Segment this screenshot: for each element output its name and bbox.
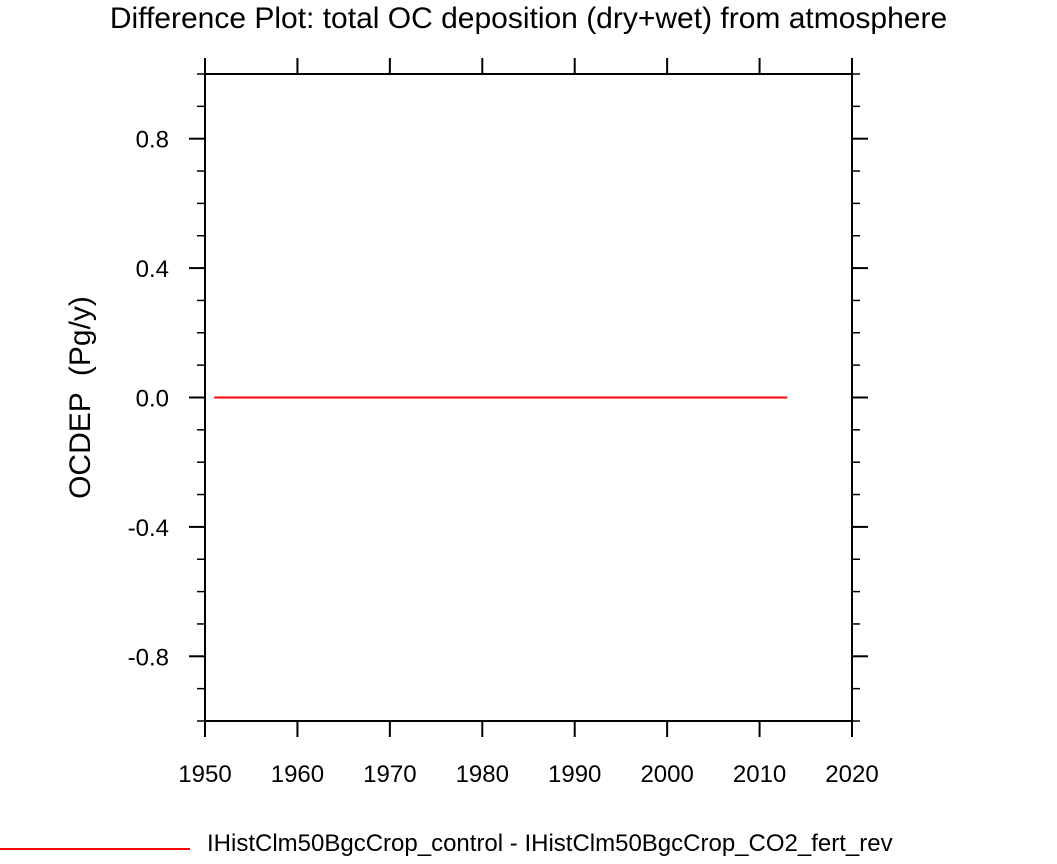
y-tick-label: 0.4 <box>136 256 169 283</box>
x-tick-label: 1990 <box>548 761 601 788</box>
x-tick-label: 2000 <box>640 761 693 788</box>
x-tick-label: 1950 <box>178 761 231 788</box>
y-axis-label: OCDEP (Pg/y) <box>64 296 97 499</box>
x-tick-label: 2020 <box>825 761 878 788</box>
legend-line <box>0 848 190 850</box>
y-tick-label: -0.8 <box>128 644 169 671</box>
y-tick-label: 0.0 <box>136 386 169 413</box>
chart-title: Difference Plot: total OC deposition (dr… <box>109 2 948 35</box>
x-tick-label: 2010 <box>733 761 786 788</box>
y-tick-label: 0.8 <box>136 127 169 154</box>
legend-label: IHistClm50BgcCrop_control - IHistClm50Bg… <box>207 830 893 857</box>
y-tick-label: -0.4 <box>128 515 169 542</box>
x-tick-label: 1970 <box>363 761 416 788</box>
x-tick-label: 1960 <box>271 761 324 788</box>
x-tick-label: 1980 <box>456 761 509 788</box>
